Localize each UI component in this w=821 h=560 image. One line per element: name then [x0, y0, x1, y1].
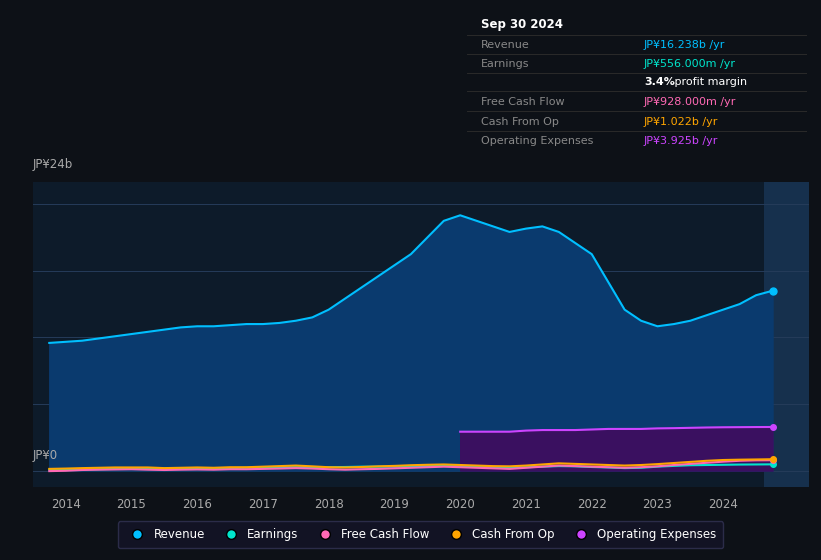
Text: 3.4%: 3.4% [644, 77, 675, 87]
Text: JP¥16.238b /yr: JP¥16.238b /yr [644, 40, 725, 49]
Bar [764, 182, 809, 487]
Text: JP¥556.000m /yr: JP¥556.000m /yr [644, 59, 736, 69]
Text: Revenue: Revenue [481, 40, 530, 49]
Text: JP¥928.000m /yr: JP¥928.000m /yr [644, 97, 736, 107]
Text: profit margin: profit margin [671, 77, 747, 87]
Legend: Revenue, Earnings, Free Cash Flow, Cash From Op, Operating Expenses: Revenue, Earnings, Free Cash Flow, Cash … [118, 521, 723, 548]
Text: JP¥1.022b /yr: JP¥1.022b /yr [644, 116, 718, 127]
Text: Operating Expenses: Operating Expenses [481, 136, 593, 146]
Text: Cash From Op: Cash From Op [481, 116, 558, 127]
Text: JP¥0: JP¥0 [33, 449, 58, 462]
Text: JP¥24b: JP¥24b [33, 158, 73, 171]
Text: Earnings: Earnings [481, 59, 530, 69]
Text: Sep 30 2024: Sep 30 2024 [481, 18, 562, 31]
Text: JP¥3.925b /yr: JP¥3.925b /yr [644, 136, 718, 146]
Text: Free Cash Flow: Free Cash Flow [481, 97, 564, 107]
